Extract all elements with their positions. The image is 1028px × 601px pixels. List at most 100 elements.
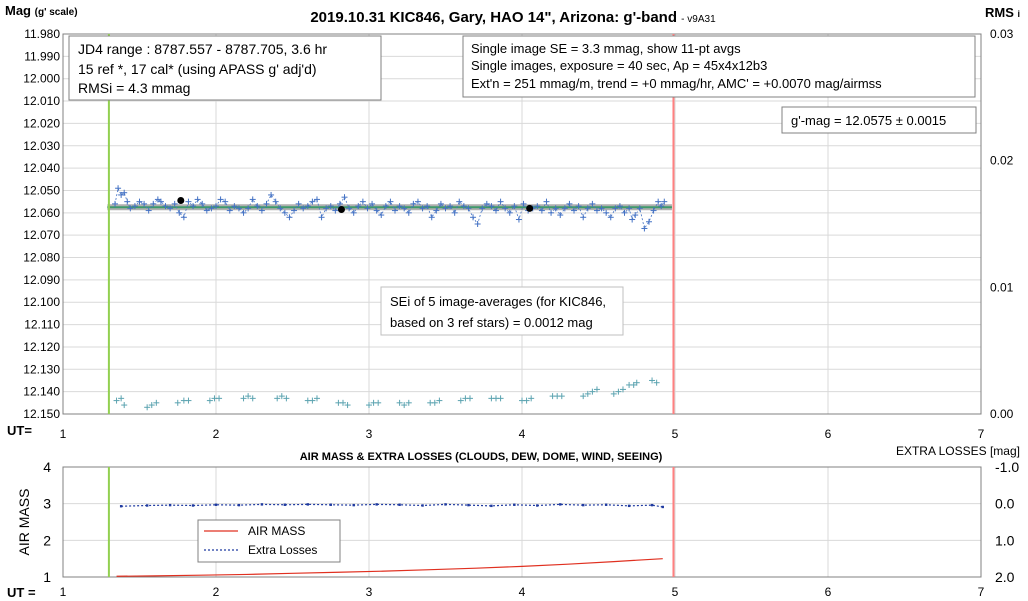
- target-point: [176, 209, 183, 216]
- target-point: [661, 198, 668, 205]
- target-point: [428, 214, 435, 221]
- target-point: [112, 200, 119, 207]
- extra-losses-point: [260, 503, 264, 506]
- target-point: [612, 205, 619, 212]
- legend-extra-losses-label: Extra Losses: [248, 543, 317, 557]
- target-point: [373, 207, 380, 214]
- check-star-point: [497, 395, 504, 402]
- extra-losses-point: [145, 504, 149, 507]
- target-point: [387, 198, 394, 205]
- target-point: [442, 205, 449, 212]
- top-y-axis-label: Mag (g' scale): [5, 3, 78, 18]
- target-point: [124, 198, 131, 205]
- top-y-tick-label: 12.000: [23, 72, 60, 86]
- target-point: [222, 198, 229, 205]
- bottom-x-tick-label: 4: [519, 585, 526, 599]
- target-point: [121, 189, 128, 196]
- info-left-line-1: JD4 range : 8787.557 - 8787.705, 3.6 hr: [78, 41, 327, 57]
- bottom-x-tick-label: 7: [978, 585, 985, 599]
- target-point: [226, 207, 233, 214]
- top-y-tick-label: 11.980: [24, 27, 60, 41]
- check-star-point: [278, 393, 285, 400]
- check-star-point: [313, 395, 320, 402]
- target-point: [571, 207, 578, 214]
- check-star-point: [148, 402, 155, 409]
- check-star-point: [113, 397, 120, 404]
- bottom-y2-tick-label: 1.0: [995, 532, 1015, 548]
- target-point: [575, 203, 582, 210]
- extra-losses-point: [513, 503, 516, 506]
- average-point: [177, 197, 185, 205]
- air-mass-line: [116, 558, 663, 577]
- top-y-tick-label: 12.020: [23, 116, 60, 130]
- target-point: [419, 205, 426, 212]
- target-point: [557, 212, 564, 219]
- check-star-point: [245, 393, 252, 400]
- check-star-point: [366, 402, 372, 409]
- top-y-tick-label: 12.080: [23, 251, 60, 265]
- check-star-point: [249, 395, 256, 402]
- check-star-point: [309, 397, 316, 404]
- target-point: [584, 205, 591, 212]
- target-point: [437, 200, 444, 207]
- bottom-legend: AIR MASS Extra Losses: [197, 519, 341, 563]
- extra-losses-point: [650, 503, 654, 507]
- target-point: [655, 198, 662, 205]
- bottom-x-tick-label: 3: [366, 585, 373, 599]
- target-point: [194, 196, 201, 203]
- target-point: [538, 207, 545, 214]
- check-star-point: [339, 399, 346, 406]
- bottom-y2-tick-label: 2.0: [995, 569, 1015, 585]
- extra-losses-point: [283, 503, 287, 506]
- extra-losses-point: [119, 505, 123, 508]
- top-chart-title: 2019.10.31 KIC846, Gary, HAO 14", Arizon…: [310, 9, 716, 26]
- top-y2-tick-label: 0.03: [990, 27, 1014, 41]
- check-star-point: [580, 393, 587, 400]
- target-point: [502, 205, 509, 212]
- target-point: [190, 203, 197, 210]
- target-point: [131, 203, 138, 210]
- target-point: [231, 203, 238, 210]
- target-point: [534, 203, 541, 210]
- target-point: [327, 203, 334, 210]
- target-point: [309, 198, 316, 205]
- top-y-tick-label: 12.050: [23, 183, 60, 197]
- target-point: [616, 203, 623, 210]
- target-point: [483, 200, 490, 207]
- target-point: [396, 203, 403, 210]
- check-star-point: [121, 402, 128, 409]
- sei-line-2: based on 3 ref stars) = 0.0012 mag: [390, 315, 593, 330]
- target-point: [263, 200, 270, 207]
- target-point: [506, 209, 513, 216]
- target-point: [626, 205, 633, 212]
- info-right-line-2: Single images, exposure = 40 sec, Ap = 4…: [471, 58, 767, 73]
- target-point: [154, 196, 161, 203]
- target-point: [561, 205, 568, 212]
- target-point: [548, 209, 555, 216]
- target-point: [171, 200, 178, 207]
- extra-losses-point: [214, 503, 218, 506]
- info-box-left: JD4 range : 8787.557 - 8787.705, 3.6 hr …: [68, 35, 382, 101]
- target-point: [382, 203, 389, 210]
- target-point: [598, 205, 605, 212]
- extra-losses-point: [421, 504, 424, 507]
- target-point: [580, 214, 587, 221]
- check-star-point: [436, 397, 443, 404]
- extra-losses-point: [582, 503, 585, 507]
- target-point: [511, 203, 518, 210]
- target-point: [378, 212, 385, 219]
- target-point: [424, 203, 431, 210]
- average-point: [526, 204, 534, 212]
- check-star-point: [619, 386, 626, 393]
- check-star-point: [630, 381, 637, 388]
- target-point: [369, 200, 376, 207]
- target-point: [589, 200, 596, 207]
- target-point: [515, 216, 522, 223]
- top-x-tick-label: 2: [213, 427, 220, 441]
- bottom-y2-tick-label: 0.0: [995, 496, 1015, 512]
- target-point: [318, 214, 325, 221]
- target-point: [291, 207, 298, 214]
- top-y-tick-label: 12.010: [23, 94, 60, 108]
- bottom-y-tick-label: 3: [43, 496, 51, 512]
- target-point: [245, 205, 252, 212]
